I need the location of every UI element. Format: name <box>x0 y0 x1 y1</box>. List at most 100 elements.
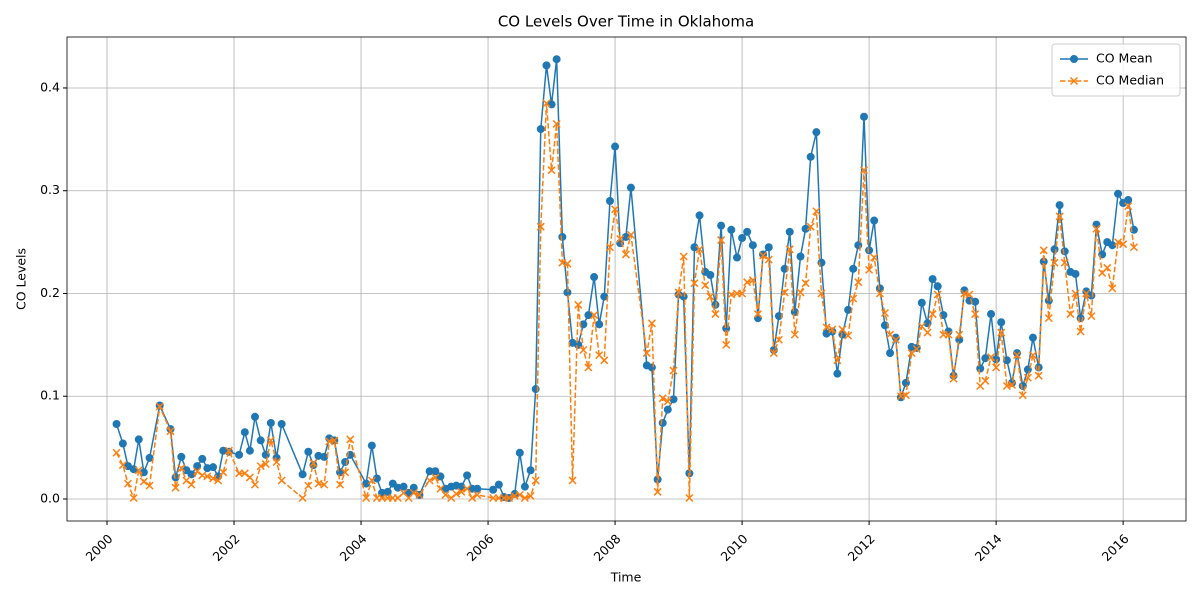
legend-frame <box>1051 43 1181 97</box>
data-point <box>605 197 614 206</box>
data-point <box>669 366 678 375</box>
data-point <box>1018 391 1027 400</box>
data-point <box>711 310 720 319</box>
data-point <box>1103 263 1112 272</box>
data-point <box>992 363 1001 372</box>
series-line <box>115 59 1135 499</box>
data-point <box>647 363 656 372</box>
data-point <box>849 294 858 303</box>
y-tick-label: 0.0 <box>40 491 60 506</box>
data-point <box>875 289 884 298</box>
data-point <box>118 461 127 470</box>
data-point <box>717 221 726 230</box>
data-point <box>431 473 440 482</box>
data-point <box>298 493 307 503</box>
data-point <box>346 435 355 444</box>
data-point <box>663 405 672 414</box>
data-point <box>1129 243 1138 252</box>
y-tick-label: 0.2 <box>40 285 60 300</box>
data-point <box>520 493 529 503</box>
x-tick-label: 2014 <box>972 531 1005 564</box>
data-point <box>336 480 345 489</box>
data-point <box>552 55 561 64</box>
data-point <box>928 275 937 284</box>
data-point <box>817 289 826 298</box>
data-point <box>860 112 869 121</box>
data-point <box>409 488 418 497</box>
legend-marker <box>1070 55 1078 63</box>
data-point <box>1060 258 1069 267</box>
data-point <box>187 480 196 489</box>
legend: CO Mean CO Median <box>1051 43 1181 97</box>
data-point <box>489 485 498 494</box>
data-point <box>590 311 599 320</box>
data-point <box>266 436 275 445</box>
data-point <box>611 205 620 214</box>
data-point <box>171 473 180 482</box>
y-tick-label: 0.1 <box>40 388 60 403</box>
data-point <box>425 476 434 485</box>
data-point <box>1028 333 1037 342</box>
data-point <box>801 224 810 233</box>
data-point <box>219 468 228 477</box>
data-point <box>1087 312 1096 321</box>
data-point <box>854 278 863 287</box>
data-point <box>1076 314 1085 323</box>
data-point <box>177 464 186 473</box>
x-tick-label: 2008 <box>591 531 624 564</box>
data-point <box>812 128 821 137</box>
data-point <box>256 462 265 471</box>
data-point <box>658 418 667 427</box>
data-point <box>865 265 874 274</box>
data-point <box>817 258 826 267</box>
data-point <box>504 493 514 503</box>
x-tick-label: 2010 <box>718 531 751 564</box>
data-point <box>679 252 688 261</box>
data-point <box>944 330 953 339</box>
data-point <box>473 490 482 499</box>
data-point <box>1108 284 1117 293</box>
data-point <box>780 288 789 297</box>
data-point <box>600 356 609 365</box>
data-point <box>320 480 329 489</box>
x-tick-label: 2012 <box>845 531 878 564</box>
data-point <box>341 458 350 467</box>
data-point <box>616 234 625 244</box>
data-point <box>642 349 651 358</box>
data-point <box>304 447 313 456</box>
chart-title: CO Levels Over Time in Oklahoma <box>498 13 754 31</box>
data-point <box>733 253 742 262</box>
data-point <box>865 246 874 255</box>
data-point <box>1108 241 1117 250</box>
data-point <box>1114 238 1123 247</box>
data-point <box>981 376 990 385</box>
data-point <box>404 488 413 497</box>
data-point <box>785 227 794 236</box>
data-point <box>590 273 599 282</box>
data-point <box>828 325 837 334</box>
data-point <box>584 363 593 372</box>
data-point <box>250 412 259 421</box>
data-point <box>214 476 223 485</box>
data-point <box>917 322 926 331</box>
data-point <box>574 300 583 309</box>
data-point <box>362 493 371 503</box>
data-point <box>844 331 853 340</box>
data-point <box>1055 201 1064 210</box>
data-point <box>838 325 847 334</box>
data-point <box>1044 314 1053 323</box>
data-point <box>520 482 529 491</box>
data-point <box>859 166 869 175</box>
data-point <box>992 355 1001 364</box>
data-point <box>112 448 121 457</box>
data-point <box>690 279 699 288</box>
data-point <box>621 232 630 241</box>
data-point <box>833 356 842 365</box>
data-point <box>743 278 752 287</box>
data-point <box>1039 257 1048 266</box>
data-point <box>155 402 164 411</box>
data-point <box>367 441 376 450</box>
legend-marker <box>1069 76 1079 86</box>
data-point <box>764 243 773 252</box>
